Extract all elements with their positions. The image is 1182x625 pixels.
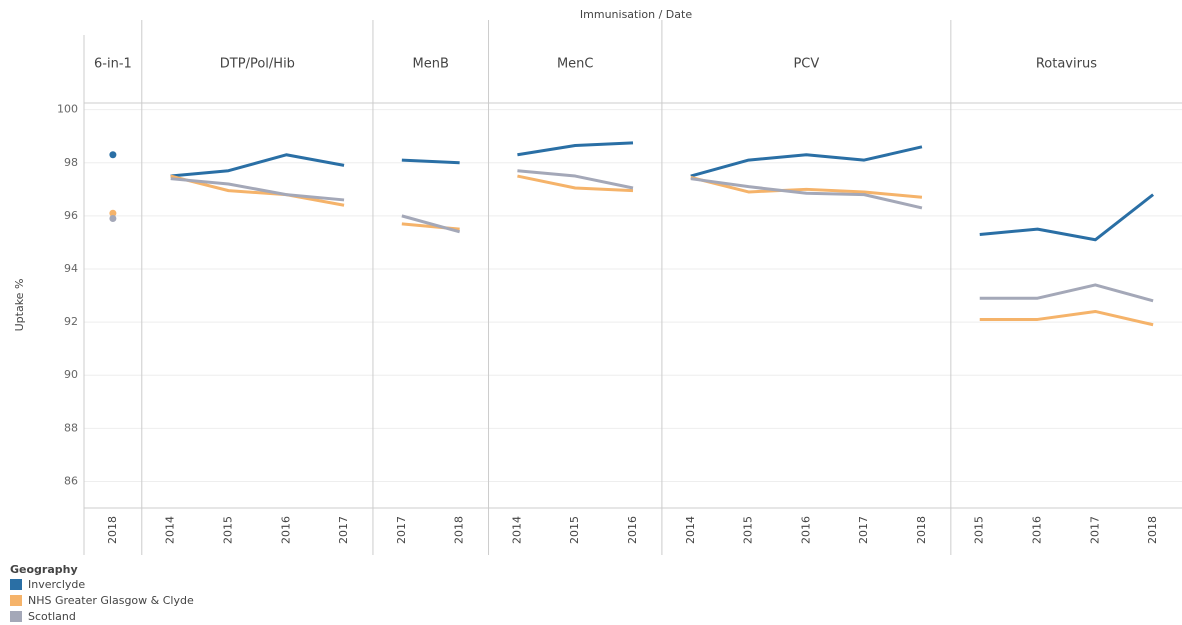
line <box>690 175 923 199</box>
point <box>109 151 117 159</box>
y-tick-label: 100 <box>57 103 78 116</box>
y-tick-label: 92 <box>64 315 78 328</box>
y-tick-label: 90 <box>64 368 78 381</box>
line <box>979 193 1155 242</box>
x-tick-label: 2018 <box>106 516 119 544</box>
line <box>401 158 460 165</box>
x-tick-label: 2014 <box>510 516 523 544</box>
line <box>170 177 345 202</box>
y-tick-label: 94 <box>64 262 78 275</box>
line <box>979 309 1154 327</box>
x-tick-label: 2018 <box>1146 516 1159 544</box>
x-tick-label: 2015 <box>973 516 986 544</box>
panel-header: 6-in-1 <box>94 57 132 72</box>
y-tick-label: 98 <box>64 156 78 169</box>
x-tick-label: 2018 <box>453 516 466 544</box>
line <box>517 174 634 193</box>
legend-label: Scotland <box>28 610 76 623</box>
x-tick-label: 2015 <box>568 516 581 544</box>
line <box>401 214 461 234</box>
point <box>109 209 117 217</box>
legend-label: Inverclyde <box>28 578 85 591</box>
x-tick-label: 2017 <box>395 516 408 544</box>
line <box>979 283 1154 303</box>
x-tick-label: 2015 <box>221 516 234 544</box>
x-tick-label: 2016 <box>626 516 639 544</box>
line <box>517 169 634 190</box>
line <box>517 141 634 157</box>
panel-header: MenC <box>557 57 594 72</box>
panel-header: MenB <box>413 57 449 72</box>
x-tick-label: 2018 <box>915 516 928 544</box>
legend-title: Geography <box>10 563 78 576</box>
x-tick-label: 2017 <box>1088 516 1101 544</box>
panel-header: PCV <box>793 57 819 72</box>
x-axis-title: Immunisation / Date <box>580 8 692 21</box>
legend-label: NHS Greater Glasgow & Clyde <box>28 594 194 607</box>
y-tick-label: 96 <box>64 209 78 222</box>
y-tick-label: 88 <box>64 421 78 434</box>
x-tick-label: 2016 <box>799 516 812 544</box>
panel-header: Rotavirus <box>1036 57 1097 72</box>
line <box>690 177 923 210</box>
y-axis-title: Uptake % <box>13 279 26 332</box>
x-tick-label: 2014 <box>164 516 177 544</box>
legend-swatch <box>10 611 22 622</box>
line <box>690 145 923 178</box>
legend-swatch <box>10 595 22 606</box>
point <box>109 215 117 223</box>
y-tick-label: 86 <box>64 474 78 487</box>
x-tick-label: 2015 <box>742 516 755 544</box>
x-tick-label: 2016 <box>1031 516 1044 544</box>
line <box>170 153 345 178</box>
x-tick-label: 2016 <box>279 516 292 544</box>
panel-header: DTP/Pol/Hib <box>220 57 295 72</box>
line <box>170 174 345 207</box>
x-tick-label: 2017 <box>857 516 870 544</box>
x-tick-label: 2017 <box>337 516 350 544</box>
legend-swatch <box>10 579 22 590</box>
x-tick-label: 2014 <box>684 516 697 544</box>
